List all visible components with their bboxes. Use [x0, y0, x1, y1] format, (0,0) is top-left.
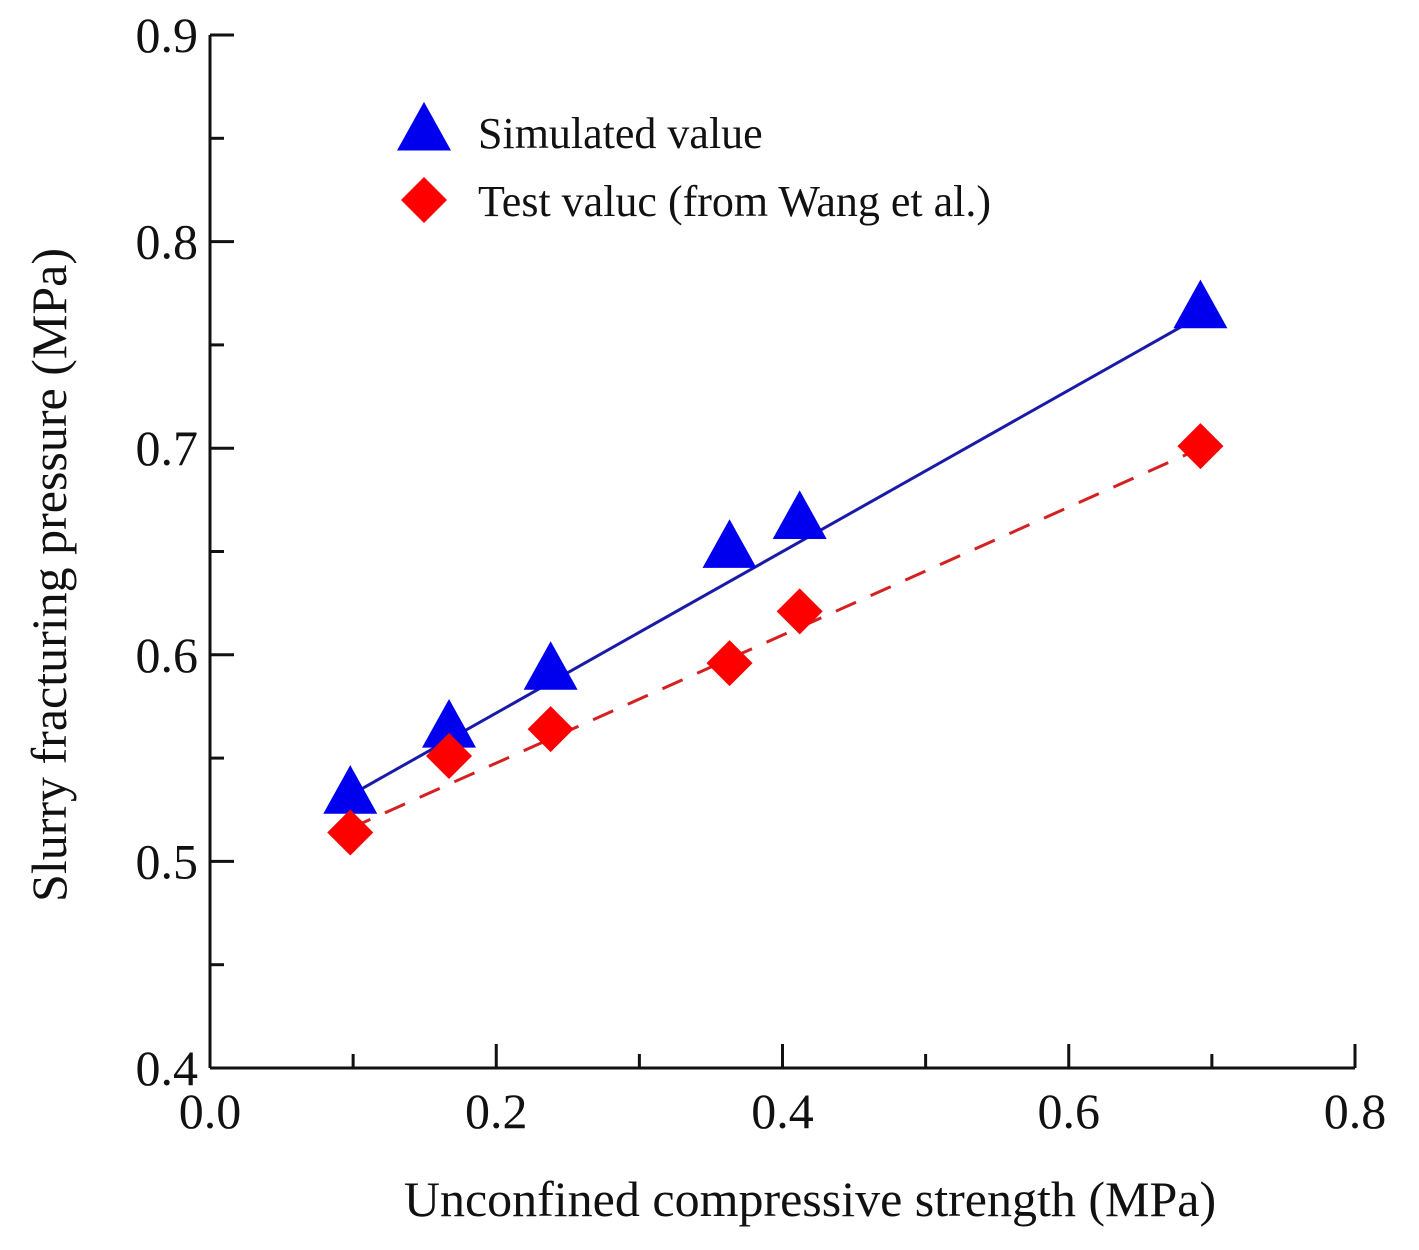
marker-simulated	[523, 641, 578, 690]
marker-simulated	[1173, 279, 1228, 329]
markers	[323, 279, 1228, 856]
ticks: 0.0 0.2 0.4 0.6 0.8 0.4 0.5 0.6 0.7 0.8 0.9	[136, 7, 1387, 1139]
fit-line-simulated	[349, 314, 1202, 797]
x-tick-label: 0.0	[179, 1083, 242, 1139]
marker-test	[327, 809, 374, 856]
marker-test	[706, 640, 753, 687]
y-tick-label: 0.6	[136, 627, 199, 683]
y-tick-label: 0.5	[136, 833, 199, 889]
marker-test	[426, 733, 473, 780]
x-tick-label: 0.8	[1324, 1083, 1387, 1139]
y-tick-label: 0.8	[136, 214, 199, 270]
x-tick-label: 0.2	[465, 1083, 528, 1139]
marker-simulated	[702, 519, 757, 568]
marker-simulated	[772, 490, 827, 539]
y-tick-label: 0.9	[136, 7, 199, 63]
marker-test	[776, 588, 823, 635]
marker-simulated	[422, 699, 477, 748]
marker-test	[527, 706, 574, 753]
marker-simulated	[323, 765, 378, 814]
y-tick-label: 0.4	[136, 1040, 199, 1096]
legend: Simulated value Test valuc (from Wang et …	[397, 101, 991, 226]
legend-label-test: Test valuc (from Wang et al.)	[478, 177, 991, 226]
y-axis-title: Slurry fracturing pressure (MPa)	[21, 248, 77, 902]
legend-marker-test	[401, 177, 447, 223]
x-tick-label: 0.4	[751, 1083, 814, 1139]
legend-label-simulated: Simulated value	[478, 109, 763, 158]
legend-marker-simulated	[397, 101, 451, 151]
y-tick-label: 0.7	[136, 420, 199, 476]
x-tick-label: 0.6	[1038, 1083, 1101, 1139]
fit-lines	[349, 314, 1202, 830]
marker-test	[1177, 423, 1224, 470]
fit-line-test	[349, 446, 1202, 830]
x-axis-title: Unconfined compressive strength (MPa)	[404, 1171, 1216, 1227]
